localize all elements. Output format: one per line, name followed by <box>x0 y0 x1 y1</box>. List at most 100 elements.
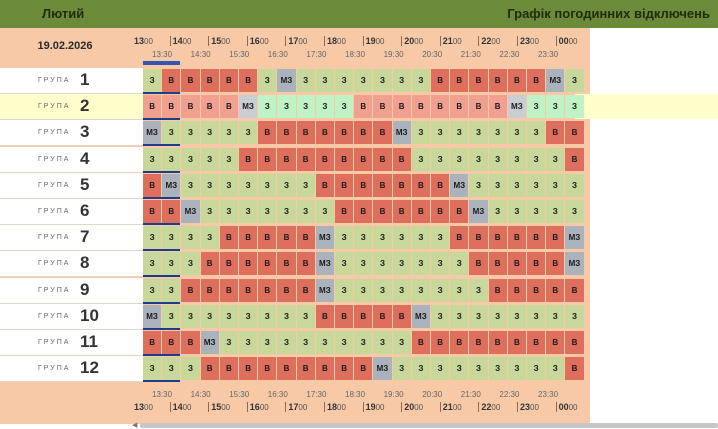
schedule-cell[interactable]: З <box>315 331 334 354</box>
schedule-cell[interactable]: З <box>392 278 411 302</box>
schedule-cell[interactable]: З <box>162 278 181 302</box>
schedule-cell[interactable]: В <box>335 304 354 328</box>
schedule-cell[interactable]: В <box>527 226 546 250</box>
schedule-cell[interactable]: В <box>392 304 411 328</box>
schedule-cell[interactable]: МЗ <box>392 121 411 145</box>
schedule-cell[interactable]: З <box>411 226 430 250</box>
schedule-cell[interactable]: В <box>507 69 526 92</box>
schedule-cell[interactable]: В <box>546 278 565 302</box>
schedule-cell[interactable]: З <box>200 147 219 171</box>
schedule-cell[interactable]: В <box>239 69 258 92</box>
schedule-cell[interactable]: В <box>546 331 565 354</box>
schedule-cell[interactable]: З <box>507 200 526 223</box>
schedule-cell[interactable]: В <box>181 69 200 92</box>
schedule-cell[interactable]: З <box>431 121 450 145</box>
schedule-cell[interactable]: З <box>450 252 469 276</box>
schedule-cell[interactable]: В <box>258 121 277 145</box>
schedule-cell[interactable]: В <box>507 226 526 250</box>
schedule-cell[interactable]: В <box>277 226 296 250</box>
schedule-cell[interactable]: З <box>258 331 277 354</box>
schedule-cell[interactable]: З <box>565 173 584 197</box>
schedule-cell[interactable]: З <box>411 278 430 302</box>
schedule-cell[interactable]: В <box>258 278 277 302</box>
schedule-cell[interactable]: В <box>200 69 219 92</box>
schedule-cell[interactable]: З <box>181 357 200 381</box>
schedule-cell[interactable]: З <box>181 226 200 250</box>
schedule-cell[interactable]: З <box>565 304 584 328</box>
schedule-cell[interactable]: В <box>162 95 181 119</box>
schedule-cell[interactable]: В <box>219 357 238 381</box>
schedule-cell[interactable]: В <box>335 200 354 223</box>
schedule-cell[interactable]: З <box>162 357 181 381</box>
schedule-cell[interactable]: В <box>200 278 219 302</box>
schedule-cell[interactable]: З <box>546 304 565 328</box>
schedule-cell[interactable]: З <box>469 278 488 302</box>
schedule-cell[interactable]: З <box>507 121 526 145</box>
schedule-cell[interactable]: В <box>373 121 392 145</box>
schedule-cell[interactable]: В <box>411 200 430 223</box>
schedule-cell[interactable]: В <box>546 121 565 145</box>
schedule-cell[interactable]: МЗ <box>507 95 526 119</box>
schedule-cell[interactable]: В <box>200 95 219 119</box>
schedule-cell[interactable]: З <box>335 226 354 250</box>
schedule-cell[interactable]: В <box>450 69 469 92</box>
schedule-cell[interactable]: З <box>315 69 334 92</box>
schedule-cell[interactable]: В <box>373 95 392 119</box>
schedule-cell[interactable]: В <box>469 69 488 92</box>
schedule-cell[interactable]: В <box>315 121 334 145</box>
scroll-left-icon[interactable]: ◀ <box>132 422 138 429</box>
schedule-cell[interactable]: З <box>277 304 296 328</box>
schedule-cell[interactable]: В <box>527 69 546 92</box>
schedule-cell[interactable]: В <box>488 278 507 302</box>
schedule-cell[interactable]: МЗ <box>239 95 258 119</box>
schedule-cell[interactable]: В <box>296 278 315 302</box>
schedule-cell[interactable]: З <box>335 252 354 276</box>
schedule-cell[interactable]: З <box>258 95 277 119</box>
schedule-cell[interactable]: В <box>392 200 411 223</box>
schedule-cell[interactable]: В <box>469 331 488 354</box>
schedule-cell[interactable]: В <box>354 121 373 145</box>
schedule-cell[interactable]: З <box>527 121 546 145</box>
schedule-cell[interactable]: З <box>527 200 546 223</box>
schedule-cell[interactable]: В <box>219 278 238 302</box>
schedule-cell[interactable]: З <box>392 331 411 354</box>
schedule-cell[interactable]: В <box>527 278 546 302</box>
schedule-cell[interactable]: В <box>239 252 258 276</box>
schedule-cell[interactable]: В <box>200 357 219 381</box>
schedule-cell[interactable]: З <box>335 278 354 302</box>
schedule-cell[interactable]: В <box>488 252 507 276</box>
schedule-cell[interactable]: З <box>392 252 411 276</box>
group-label-2[interactable]: ГРУПА 2 <box>0 94 143 121</box>
schedule-cell[interactable]: МЗ <box>469 200 488 223</box>
schedule-cell[interactable]: В <box>315 304 334 328</box>
schedule-cell[interactable]: З <box>162 304 181 328</box>
schedule-cell[interactable]: З <box>411 252 430 276</box>
schedule-cell[interactable]: З <box>219 147 238 171</box>
schedule-cell[interactable]: З <box>296 331 315 354</box>
schedule-cell[interactable]: З <box>200 200 219 223</box>
schedule-cell[interactable]: В <box>527 331 546 354</box>
schedule-cell[interactable]: З <box>335 95 354 119</box>
group-label-3[interactable]: ГРУПА 3 <box>0 120 143 147</box>
schedule-cell[interactable]: В <box>488 69 507 92</box>
group-label-6[interactable]: ГРУПА 6 <box>0 199 143 225</box>
schedule-cell[interactable]: З <box>277 331 296 354</box>
schedule-cell[interactable]: В <box>354 147 373 171</box>
schedule-cell[interactable]: В <box>181 278 200 302</box>
schedule-cell[interactable]: З <box>411 147 430 171</box>
schedule-cell[interactable]: МЗ <box>411 304 430 328</box>
schedule-cell[interactable]: В <box>277 121 296 145</box>
schedule-cell[interactable]: З <box>488 200 507 223</box>
schedule-cell[interactable]: З <box>181 252 200 276</box>
schedule-cell[interactable]: З <box>143 357 162 381</box>
schedule-cell[interactable]: З <box>488 304 507 328</box>
schedule-cell[interactable]: З <box>335 331 354 354</box>
schedule-cell[interactable]: В <box>143 95 162 119</box>
schedule-cell[interactable]: З <box>469 121 488 145</box>
schedule-cell[interactable]: З <box>354 226 373 250</box>
schedule-cell[interactable]: В <box>373 200 392 223</box>
schedule-cell[interactable]: З <box>488 357 507 381</box>
schedule-cell[interactable]: З <box>200 304 219 328</box>
schedule-cell[interactable]: З <box>219 200 238 223</box>
schedule-cell[interactable]: В <box>335 121 354 145</box>
